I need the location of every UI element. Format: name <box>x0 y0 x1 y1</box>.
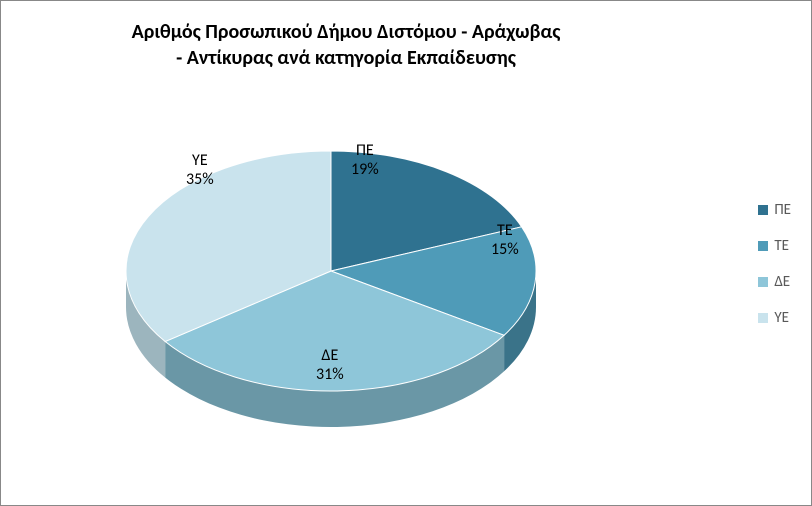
slice-pct-de: 31% <box>316 365 344 384</box>
legend-item-te: ΤΕ <box>758 237 791 255</box>
legend-item-de: ΔΕ <box>758 273 791 291</box>
legend-swatch-ye <box>758 313 768 323</box>
legend-label-ye: ΥΕ <box>774 309 789 327</box>
legend-label-te: ΤΕ <box>774 237 789 255</box>
slice-label-de: ΔΕ 31% <box>316 346 344 384</box>
pie-svg <box>61 121 601 481</box>
chart-legend: ΠΕ ΤΕ ΔΕ ΥΕ <box>758 201 791 327</box>
slice-pct-ye: 35% <box>186 170 214 189</box>
chart-title: Αριθμός Προσωπικού Δήμου Διστόμου - Αράχ… <box>1 19 691 71</box>
slice-pct-te: 15% <box>491 240 519 259</box>
legend-item-pe: ΠΕ <box>758 201 791 219</box>
slice-name-pe: ΠΕ <box>351 141 379 160</box>
slice-label-ye: ΥΕ 35% <box>186 151 214 189</box>
slice-name-de: ΔΕ <box>316 346 344 365</box>
slice-name-ye: ΥΕ <box>186 151 214 170</box>
slice-label-pe: ΠΕ 19% <box>351 141 379 179</box>
legend-label-pe: ΠΕ <box>774 201 791 219</box>
legend-label-de: ΔΕ <box>774 273 790 291</box>
chart-title-line2: - Αντίκυρας ανά κατηγορία Εκπαίδευσης <box>1 45 691 71</box>
legend-swatch-te <box>758 241 768 251</box>
pie-chart-container: Αριθμός Προσωπικού Δήμου Διστόμου - Αράχ… <box>0 0 812 506</box>
legend-swatch-pe <box>758 205 768 215</box>
pie-chart: ΠΕ 19% ΤΕ 15% ΔΕ 31% ΥΕ 35% <box>61 121 601 461</box>
legend-swatch-de <box>758 277 768 287</box>
slice-label-te: ΤΕ 15% <box>491 221 519 259</box>
chart-title-line1: Αριθμός Προσωπικού Δήμου Διστόμου - Αράχ… <box>1 19 691 45</box>
slice-pct-pe: 19% <box>351 160 379 179</box>
legend-item-ye: ΥΕ <box>758 309 791 327</box>
slice-name-te: ΤΕ <box>491 221 519 240</box>
